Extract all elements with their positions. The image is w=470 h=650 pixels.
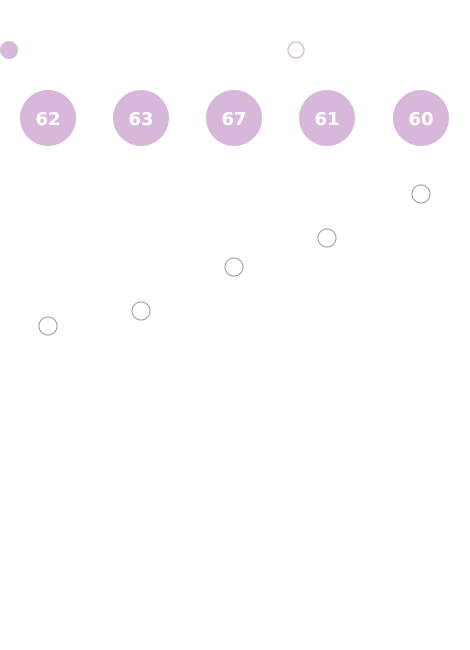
bubble-circle-1 <box>20 90 76 146</box>
bubble-point-5: 60 <box>393 90 449 146</box>
bubble-circle-5 <box>393 90 449 146</box>
bubble-label-4: 61 <box>314 109 339 130</box>
hollow-point-5 <box>411 184 431 204</box>
bubble-series: 62 63 67 61 60 <box>20 90 449 146</box>
legend-filled-circle-icon <box>0 41 18 59</box>
bubble-circle-3 <box>206 90 262 146</box>
hollow-point-3 <box>224 257 244 277</box>
bubble-label-1: 62 <box>35 109 60 130</box>
bubble-point-1: 62 <box>20 90 76 146</box>
bubble-label-2: 63 <box>128 109 153 130</box>
hollow-point-1 <box>38 316 58 336</box>
point-series <box>38 184 431 336</box>
bubble-circle-4 <box>299 90 355 146</box>
bubble-point-3: 67 <box>206 90 262 146</box>
hollow-point-4 <box>317 228 337 248</box>
legend-hollow-circle-icon <box>287 41 305 59</box>
legend <box>0 41 305 59</box>
bubble-label-3: 67 <box>221 109 246 130</box>
bubble-point-2: 63 <box>113 90 169 146</box>
hollow-point-2 <box>131 301 151 321</box>
bubble-label-5: 60 <box>408 109 433 130</box>
bubble-point-4: 61 <box>299 90 355 146</box>
bubble-circle-2 <box>113 90 169 146</box>
